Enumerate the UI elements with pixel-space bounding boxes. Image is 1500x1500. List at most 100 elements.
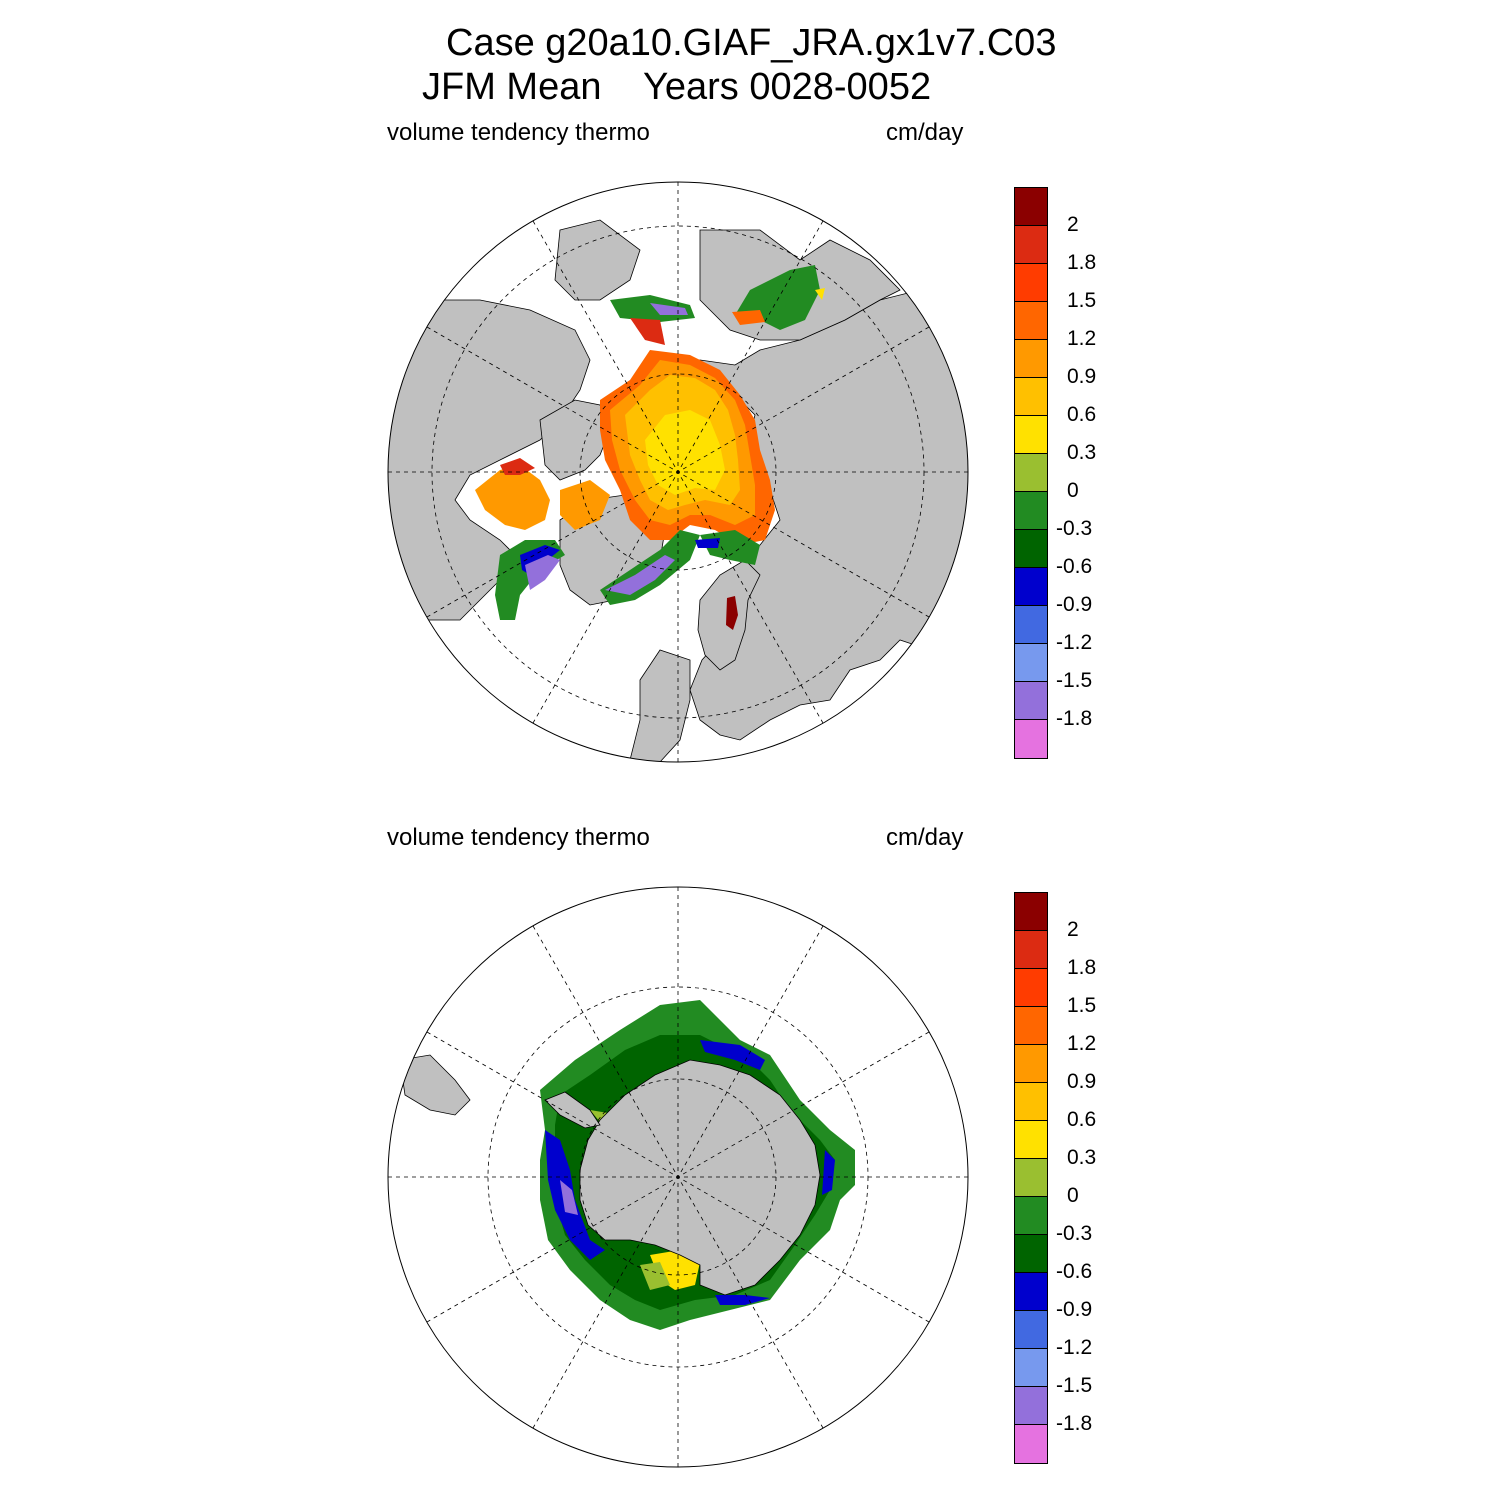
south-colorbar-swatch <box>1015 1235 1047 1273</box>
south-colorbar-swatch <box>1015 1083 1047 1121</box>
north-ice-baffin <box>560 480 610 530</box>
south-colorbar <box>1014 892 1048 1464</box>
north-colorbar-tick-label: 1.8 <box>1067 251 1097 274</box>
south-colorbar-swatch <box>1015 1387 1047 1425</box>
north-land-europe <box>629 649 691 762</box>
north-colorbar-tick-label: 0 <box>1067 479 1079 502</box>
south-colorbar-tick-label: 0 <box>1067 1184 1079 1207</box>
north-ice-barents-blue <box>695 538 720 548</box>
north-colorbar-swatch <box>1015 492 1047 530</box>
north-colorbar-swatch <box>1015 416 1047 454</box>
south-colorbar-labels: 2 1.8 1.5 1.2 0.9 0.6 0.3 0 -0.3 -0.6 -0.9 -1.2 -1.5… <box>1056 892 1116 1462</box>
north-colorbar-swatch <box>1015 340 1047 378</box>
south-colorbar-swatch <box>1015 931 1047 969</box>
north-ice-baltic <box>726 596 738 630</box>
south-ice-blue-east <box>700 1040 765 1070</box>
north-colorbar-swatch <box>1015 226 1047 264</box>
south-colorbar-swatch <box>1015 1425 1047 1463</box>
north-colorbar-tick-label: -1.2 <box>1056 631 1093 654</box>
north-panel-units-label: cm/day <box>886 119 964 146</box>
figure-title-case: Case g20a10.GIAF_JRA.gx1v7.C03 <box>446 22 1057 64</box>
north-colorbar-swatch <box>1015 568 1047 606</box>
south-colorbar-tick-label: 0.3 <box>1067 1146 1097 1169</box>
south-land-antarctic-peninsula <box>544 1091 601 1129</box>
south-colorbar-swatch <box>1015 1273 1047 1311</box>
north-land-north-america <box>388 299 591 621</box>
north-colorbar-tick-label: -0.3 <box>1056 517 1093 540</box>
south-graticule <box>388 887 968 1467</box>
south-colorbar-tick-label: -1.5 <box>1056 1374 1093 1397</box>
south-colorbar-tick-label: -1.2 <box>1056 1336 1093 1359</box>
south-map-border <box>387 886 969 1468</box>
north-ice-bering-red <box>630 318 665 345</box>
south-colorbar-tick-label: 1.8 <box>1067 956 1097 979</box>
north-colorbar-swatch <box>1015 302 1047 340</box>
north-ice-hudson-bay-edge <box>500 458 535 475</box>
north-ice-bering-violet <box>650 303 688 315</box>
north-colorbar-tick-label: -1.8 <box>1056 707 1093 730</box>
north-colorbar-tick-label: 0.9 <box>1067 365 1097 388</box>
south-colorbar-swatch <box>1015 1045 1047 1083</box>
south-panel-units-label: cm/day <box>886 824 964 851</box>
north-graticule <box>388 182 968 762</box>
south-ice-inner-blue <box>545 1130 605 1260</box>
south-colorbar-tick-label: 1.5 <box>1067 994 1097 1017</box>
south-colorbar-swatch <box>1015 1311 1047 1349</box>
north-ice-okhotsk-yellow <box>815 288 825 300</box>
north-colorbar-tick-label: -0.6 <box>1056 555 1093 578</box>
north-colorbar-tick-label: 0.6 <box>1067 403 1097 426</box>
south-ice-inner-violet <box>560 1180 578 1215</box>
north-colorbar-tick-label: 1.5 <box>1067 289 1097 312</box>
north-polar-map <box>387 181 969 763</box>
south-colorbar-swatch <box>1015 1121 1047 1159</box>
figure-title-period: JFM Mean Years 0028-0052 <box>422 66 932 108</box>
north-ice-greenland-east-violet <box>605 555 675 595</box>
north-colorbar <box>1014 187 1048 759</box>
south-colorbar-tick-label: -0.6 <box>1056 1260 1093 1283</box>
south-colorbar-tick-label: 2 <box>1067 918 1079 941</box>
south-colorbar-swatch <box>1015 893 1047 931</box>
north-colorbar-tick-label: -0.9 <box>1056 593 1093 616</box>
south-colorbar-tick-label: 1.2 <box>1067 1032 1097 1055</box>
south-colorbar-tick-label: -1.8 <box>1056 1412 1093 1435</box>
south-colorbar-tick-label: 0.9 <box>1067 1070 1097 1093</box>
south-land-antarctica <box>579 1059 821 1296</box>
north-land-alaska <box>554 219 641 301</box>
south-ice-blue-east2 <box>822 1150 835 1195</box>
north-colorbar-swatch <box>1015 188 1047 226</box>
north-colorbar-swatch <box>1015 606 1047 644</box>
south-colorbar-swatch <box>1015 969 1047 1007</box>
south-colorbar-swatch <box>1015 1159 1047 1197</box>
south-colorbar-tick-label: -0.9 <box>1056 1298 1093 1321</box>
south-panel-variable-label: volume tendency thermo <box>387 824 650 851</box>
south-ice-blue-south <box>715 1295 770 1305</box>
north-colorbar-swatch <box>1015 682 1047 720</box>
north-colorbar-tick-label: 2 <box>1067 213 1079 236</box>
north-colorbar-tick-label: -1.5 <box>1056 669 1093 692</box>
south-ice-yellowgreen-weddell <box>640 1262 670 1290</box>
south-colorbar-swatch <box>1015 1197 1047 1235</box>
north-ice-hudson-bay <box>475 465 550 530</box>
north-ice-bering-green <box>610 295 695 322</box>
south-colorbar-swatch <box>1015 1349 1047 1387</box>
north-colorbar-labels: 2 1.8 1.5 1.2 0.9 0.6 0.3 0 -0.3 -0.6 -0.9 -1.2 -1.5… <box>1056 187 1116 757</box>
north-colorbar-swatch <box>1015 264 1047 302</box>
south-colorbar-swatch <box>1015 1007 1047 1045</box>
north-colorbar-swatch <box>1015 644 1047 682</box>
south-land-south-america <box>399 1054 471 1116</box>
north-colorbar-swatch <box>1015 454 1047 492</box>
north-colorbar-tick-label: 0.3 <box>1067 441 1097 464</box>
north-colorbar-tick-label: 1.2 <box>1067 327 1097 350</box>
north-panel-variable-label: volume tendency thermo <box>387 119 650 146</box>
north-map-border <box>387 181 969 763</box>
north-land-canadian-archipelago <box>539 399 611 481</box>
north-ice-labrador-violet <box>525 555 560 590</box>
north-colorbar-swatch <box>1015 720 1047 758</box>
south-polar-map <box>387 886 969 1468</box>
south-colorbar-tick-label: 0.6 <box>1067 1108 1097 1131</box>
south-colorbar-tick-label: -0.3 <box>1056 1222 1093 1245</box>
north-colorbar-swatch <box>1015 530 1047 568</box>
north-ice-arctic-basin-core <box>645 410 725 495</box>
north-ice-okhotsk-orange <box>732 310 765 325</box>
